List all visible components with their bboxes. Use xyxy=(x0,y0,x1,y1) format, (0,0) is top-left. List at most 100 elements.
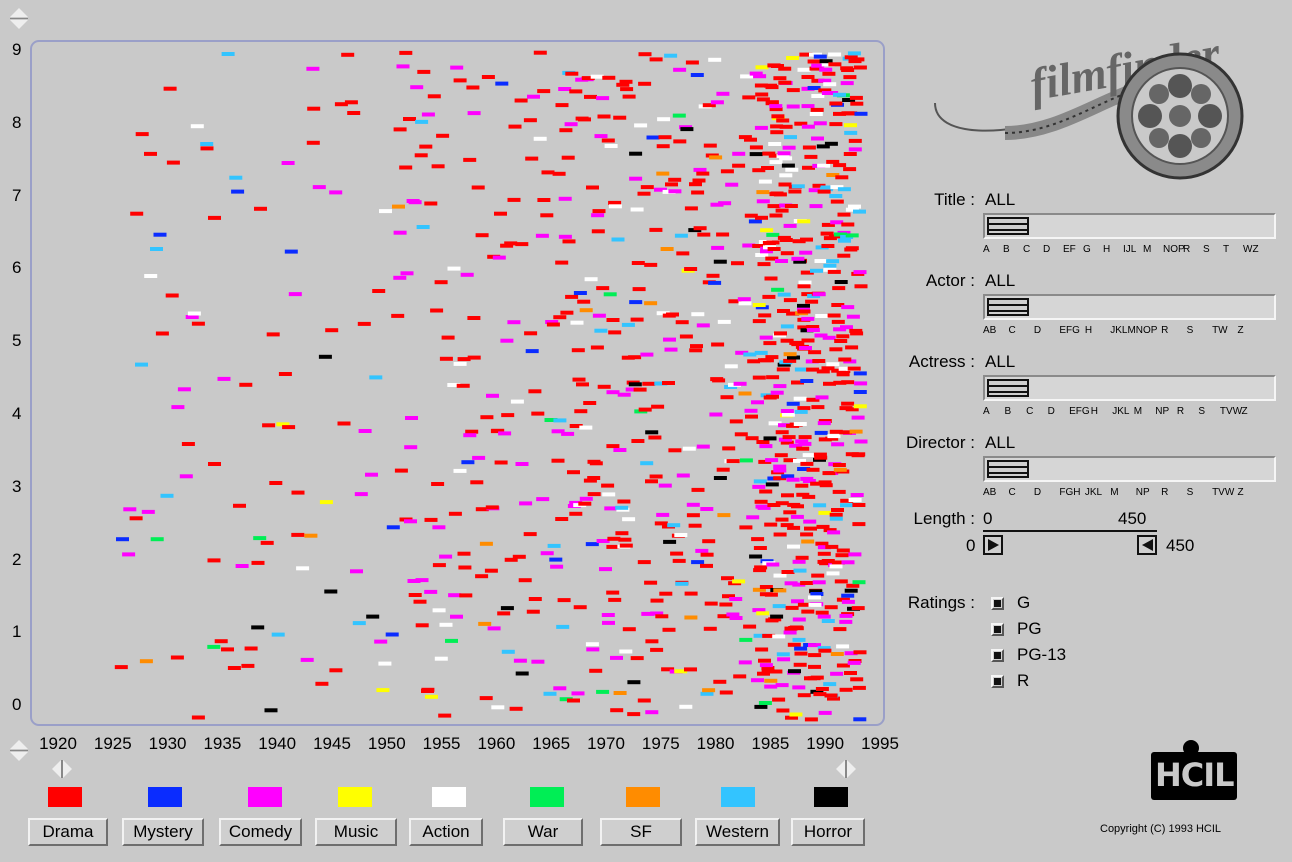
film-point[interactable] xyxy=(601,483,615,488)
film-point[interactable] xyxy=(844,671,857,675)
film-point[interactable] xyxy=(495,81,509,86)
film-point[interactable] xyxy=(655,614,669,619)
film-point[interactable] xyxy=(763,395,777,400)
film-point[interactable] xyxy=(573,605,587,610)
film-point[interactable] xyxy=(792,685,806,690)
film-point[interactable] xyxy=(291,490,305,495)
film-point[interactable] xyxy=(518,578,532,583)
film-point[interactable] xyxy=(765,355,779,360)
film-point[interactable] xyxy=(354,492,368,497)
film-point[interactable] xyxy=(584,94,597,99)
film-point[interactable] xyxy=(631,261,645,265)
film-point[interactable] xyxy=(662,381,675,385)
film-point[interactable] xyxy=(811,573,825,578)
film-point[interactable] xyxy=(630,317,644,322)
film-point[interactable] xyxy=(766,562,780,567)
film-point[interactable] xyxy=(817,646,831,651)
film-point[interactable] xyxy=(841,305,855,310)
film-point[interactable] xyxy=(494,211,507,216)
film-point[interactable] xyxy=(787,642,801,647)
film-point[interactable] xyxy=(645,479,658,484)
film-point[interactable] xyxy=(487,626,501,631)
film-point[interactable] xyxy=(804,154,818,159)
film-point[interactable] xyxy=(781,474,795,479)
film-point[interactable] xyxy=(810,481,824,486)
film-point[interactable] xyxy=(854,111,868,116)
film-point[interactable] xyxy=(675,320,689,325)
film-point[interactable] xyxy=(849,429,863,434)
film-point[interactable] xyxy=(734,432,748,437)
film-point[interactable] xyxy=(844,55,858,60)
film-point[interactable] xyxy=(439,356,453,361)
film-point[interactable] xyxy=(135,132,149,137)
film-point[interactable] xyxy=(500,243,514,248)
film-point[interactable] xyxy=(629,176,643,181)
film-point[interactable] xyxy=(768,421,782,426)
film-point[interactable] xyxy=(791,256,805,261)
film-point[interactable] xyxy=(835,553,849,558)
x-axis-scroll-arrows[interactable] xyxy=(10,740,28,764)
film-point[interactable] xyxy=(817,614,831,619)
x-axis-pan-right-handle[interactable] xyxy=(836,760,856,778)
film-point[interactable] xyxy=(794,646,808,651)
film-point[interactable] xyxy=(463,157,477,162)
film-point[interactable] xyxy=(836,334,850,339)
film-point[interactable] xyxy=(510,399,524,404)
film-point[interactable] xyxy=(190,124,204,129)
film-point[interactable] xyxy=(811,78,825,83)
film-point[interactable] xyxy=(688,523,702,528)
film-point[interactable] xyxy=(114,665,128,670)
film-point[interactable] xyxy=(695,548,709,553)
film-point[interactable] xyxy=(407,579,421,583)
film-point[interactable] xyxy=(278,372,292,376)
film-point[interactable] xyxy=(833,232,847,237)
film-point[interactable] xyxy=(405,416,418,420)
film-point[interactable] xyxy=(710,100,724,105)
film-point[interactable] xyxy=(597,384,611,389)
film-point[interactable] xyxy=(823,82,837,87)
actor-alphaslider-thumb[interactable] xyxy=(987,298,1029,316)
film-point[interactable] xyxy=(191,321,205,326)
film-point[interactable] xyxy=(700,507,714,511)
film-point[interactable] xyxy=(780,409,794,413)
film-point[interactable] xyxy=(722,594,735,599)
film-point[interactable] xyxy=(630,207,644,212)
film-point[interactable] xyxy=(767,204,781,209)
film-point[interactable] xyxy=(726,459,740,464)
film-point[interactable] xyxy=(783,630,797,635)
film-point[interactable] xyxy=(759,585,773,589)
film-point[interactable] xyxy=(656,512,670,517)
film-point[interactable] xyxy=(796,492,810,497)
film-point[interactable] xyxy=(806,397,820,402)
film-point[interactable] xyxy=(755,647,769,652)
film-point[interactable] xyxy=(823,381,836,386)
film-point[interactable] xyxy=(445,638,458,643)
film-point[interactable] xyxy=(559,128,573,133)
film-point[interactable] xyxy=(214,639,228,644)
film-point[interactable] xyxy=(550,564,564,569)
film-point[interactable] xyxy=(801,609,815,614)
film-point[interactable] xyxy=(675,581,689,586)
starmap-scatterplot[interactable] xyxy=(30,40,885,726)
film-point[interactable] xyxy=(324,589,338,594)
film-point[interactable] xyxy=(610,708,624,713)
film-point[interactable] xyxy=(617,392,631,397)
film-point[interactable] xyxy=(439,554,453,559)
film-point[interactable] xyxy=(200,146,214,151)
film-point[interactable] xyxy=(761,669,775,674)
film-point[interactable] xyxy=(838,366,852,371)
film-point[interactable] xyxy=(606,544,620,549)
film-point[interactable] xyxy=(794,651,808,656)
film-point[interactable] xyxy=(584,277,598,282)
film-point[interactable] xyxy=(775,208,789,213)
film-point[interactable] xyxy=(784,581,798,586)
film-point[interactable] xyxy=(829,564,843,569)
film-point[interactable] xyxy=(791,184,805,189)
film-point[interactable] xyxy=(546,322,560,327)
film-point[interactable] xyxy=(840,325,853,330)
film-point[interactable] xyxy=(637,560,651,565)
rating-checkbox-pg-13[interactable] xyxy=(991,649,1004,662)
film-point[interactable] xyxy=(555,260,569,265)
film-point[interactable] xyxy=(827,530,841,535)
film-point[interactable] xyxy=(840,503,853,508)
